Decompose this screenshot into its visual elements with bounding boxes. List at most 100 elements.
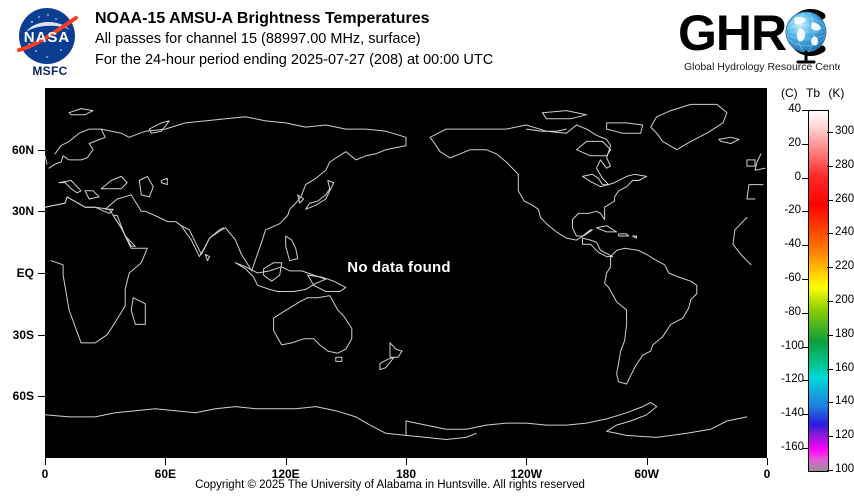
lon-label-4: 120W bbox=[510, 467, 542, 481]
coastline-segment bbox=[235, 262, 327, 292]
lon-tick-2 bbox=[285, 458, 287, 465]
colorbar-label-k-140: 140 bbox=[835, 395, 854, 408]
coastline-segment bbox=[582, 237, 614, 258]
lon-label-3: 180 bbox=[395, 467, 417, 481]
lon-tick-6 bbox=[767, 458, 768, 465]
copyright-notice: Copyright © 2025 The University of Alaba… bbox=[195, 479, 585, 491]
colorbar-tick-k-280 bbox=[827, 165, 833, 167]
lat-label-30S: 30S bbox=[12, 327, 34, 342]
coastline-segment bbox=[180, 225, 224, 258]
lat-label-60S: 60S bbox=[12, 389, 34, 404]
colorbar-gradient bbox=[808, 110, 829, 472]
lat-label-30N: 30N bbox=[11, 204, 34, 219]
svg-text:NASA: NASA bbox=[24, 29, 71, 46]
ghrc-tagline: Global Hydrology Resource Center bbox=[684, 61, 840, 73]
colorbar-tick-c--140 bbox=[802, 414, 808, 416]
map-panel[interactable]: No data found bbox=[45, 88, 767, 458]
colorbar-label-c--60: -60 bbox=[784, 272, 801, 284]
world-coastline-map bbox=[45, 103, 766, 440]
colorbar-tick-c--20 bbox=[802, 211, 808, 213]
colorbar-label-k-280: 280 bbox=[835, 158, 854, 171]
coastline-segment bbox=[263, 262, 283, 282]
colorbar-label-k-160: 160 bbox=[835, 361, 854, 374]
coastline-segment bbox=[45, 196, 148, 344]
coastline-segment bbox=[148, 120, 170, 134]
colorbar-label-k-200: 200 bbox=[835, 293, 854, 306]
coastline-segment bbox=[45, 406, 407, 436]
colorbar-tick-k-160 bbox=[827, 368, 833, 370]
coastline-segment bbox=[58, 180, 82, 194]
colorbar-tick-k-300 bbox=[827, 131, 833, 133]
colorbar-tick-c-0 bbox=[802, 177, 808, 179]
coastline-segment bbox=[405, 432, 477, 440]
coastline-segment bbox=[273, 295, 353, 354]
colorbar-tick-k-100 bbox=[827, 470, 833, 471]
colorbar-tick-c--40 bbox=[802, 245, 808, 247]
lon-label-5: 60W bbox=[634, 467, 659, 481]
lon-tick-3 bbox=[406, 458, 407, 465]
coastline-segment bbox=[138, 175, 154, 198]
coastline-segment bbox=[732, 243, 752, 266]
colorbar-label-k-120: 120 bbox=[835, 429, 854, 442]
colorbar-tick-k-200 bbox=[827, 300, 833, 302]
coastline-segment bbox=[650, 103, 728, 151]
coastline-segment bbox=[596, 225, 618, 233]
lon-label-2: 120E bbox=[271, 467, 300, 481]
lat-tick-30N bbox=[38, 211, 45, 213]
coastline-segment bbox=[389, 342, 403, 358]
colorbar-label-k-240: 240 bbox=[835, 226, 854, 239]
coastline-segment bbox=[204, 254, 210, 262]
nasa-center-label: MSFC bbox=[32, 64, 68, 78]
lat-tick-30S bbox=[38, 334, 45, 336]
colorbar-label-c--140: -140 bbox=[781, 407, 805, 420]
coastline-segment bbox=[576, 140, 612, 157]
coastline-segment bbox=[307, 274, 347, 292]
colorbar-tick-c--120 bbox=[802, 380, 808, 382]
page-subtitle-period: For the 24-hour period ending 2025-07-27… bbox=[95, 52, 494, 68]
coastline-segment bbox=[335, 356, 343, 362]
coastline-segment bbox=[297, 194, 305, 204]
coastline-segment bbox=[160, 177, 168, 186]
coastline-segment bbox=[746, 159, 756, 167]
coastline-segment bbox=[45, 116, 407, 272]
lat-tick-EQ bbox=[38, 273, 45, 274]
colorbar-label-c--20: -20 bbox=[784, 204, 801, 217]
coastline-segment bbox=[582, 173, 610, 188]
lat-label-EQ: EQ bbox=[16, 266, 34, 280]
colorbar-label-c--100: -100 bbox=[781, 339, 805, 352]
coastline-segment bbox=[45, 155, 48, 165]
coastline-segment bbox=[84, 190, 100, 200]
coastline-segment bbox=[732, 217, 748, 245]
page-subtitle-channel: All passes for channel 15 (88997.00 MHz,… bbox=[95, 31, 421, 47]
lon-label-1: 60E bbox=[154, 467, 176, 481]
colorbar-tick-k-260 bbox=[827, 199, 833, 201]
colorbar-tick-k-180 bbox=[827, 334, 833, 336]
coastline-segment bbox=[604, 247, 698, 385]
coastline-segment bbox=[68, 108, 94, 116]
lon-tick-0 bbox=[45, 458, 46, 465]
coastline-segment bbox=[100, 175, 128, 190]
coastline-segment bbox=[718, 136, 740, 144]
lon-tick-4 bbox=[526, 458, 528, 465]
colorbar-tick-c-20 bbox=[802, 143, 808, 145]
lon-tick-1 bbox=[165, 458, 167, 465]
coastline-segment bbox=[54, 128, 102, 155]
colorbar-unit-celsius: (C) bbox=[781, 86, 798, 100]
colorbar-tick-k-220 bbox=[827, 267, 833, 269]
svg-text:GHR: GHR bbox=[678, 5, 787, 61]
colorbar-tick-c--60 bbox=[802, 279, 808, 280]
coastline-segment bbox=[130, 297, 146, 325]
coastline-segment bbox=[632, 235, 638, 239]
title-block: NOAA-15 AMSU-A Brightness Temperatures A… bbox=[95, 8, 675, 71]
colorbar-tick-c--160 bbox=[802, 448, 808, 450]
coastline-segment bbox=[754, 167, 766, 171]
colorbar-label-c--160: -160 bbox=[781, 441, 805, 454]
colorbar-label-k-300: 300 bbox=[835, 124, 854, 137]
colorbar-unit-kelvin: (K) bbox=[828, 86, 845, 100]
lon-label-6: 0 bbox=[763, 467, 771, 481]
lat-tick-60N bbox=[38, 149, 45, 151]
coastline-segment bbox=[305, 180, 335, 210]
coastline-segment bbox=[405, 402, 748, 438]
colorbar-tick-k-240 bbox=[827, 233, 833, 235]
coastline-segment bbox=[618, 233, 630, 237]
